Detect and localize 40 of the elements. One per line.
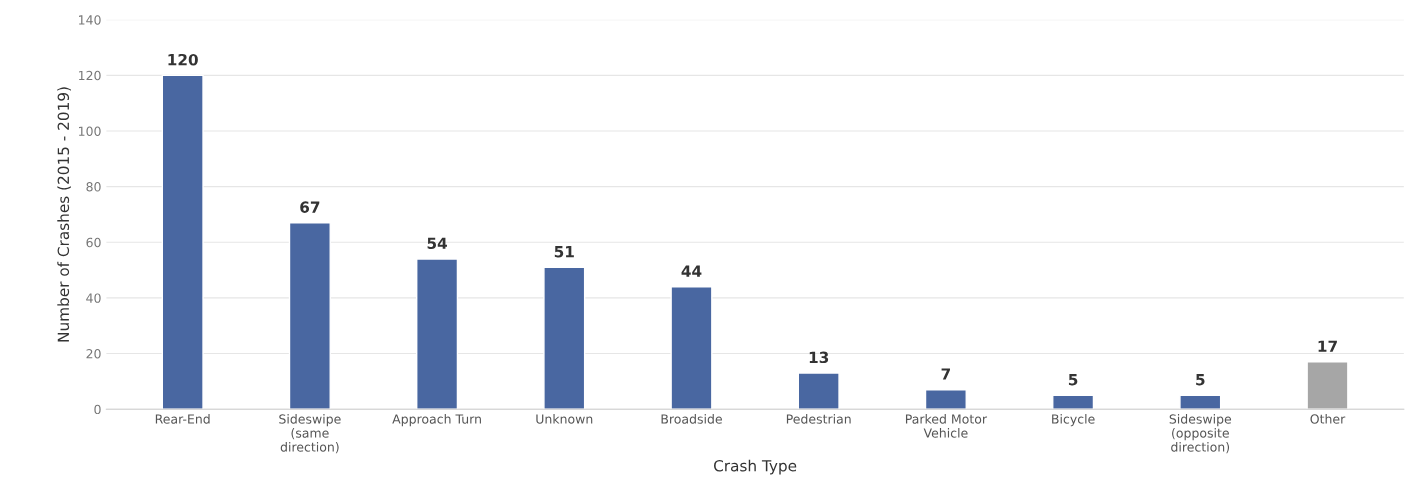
x-tick-label: Unknown — [536, 414, 593, 424]
bar — [161, 74, 204, 410]
bar — [416, 258, 459, 410]
bar — [1052, 394, 1095, 410]
y-tick-label: 120 — [79, 70, 101, 81]
data-label: 51 — [554, 246, 574, 258]
x-tick-label: Parked Motor Vehicle — [905, 414, 988, 438]
y-tick-label: 0 — [94, 404, 101, 415]
data-label: 13 — [809, 351, 829, 364]
data-label: 5 — [1196, 374, 1205, 386]
y-tick-label: 20 — [86, 349, 101, 359]
y-axis-title: Number of Crashes (2015 - 2019) — [57, 87, 71, 342]
x-tick-label: Sideswipe (opposite direction) — [1169, 414, 1232, 454]
x-axis-title: Crash Type — [713, 459, 797, 475]
bar — [288, 222, 331, 410]
bar — [797, 372, 840, 410]
data-label: 67 — [300, 201, 320, 213]
y-tick-label: 40 — [86, 293, 101, 303]
bar — [543, 266, 586, 410]
data-label: 120 — [168, 53, 198, 66]
x-tick-label: Approach Turn — [392, 414, 481, 427]
x-tick-label: Broadside — [661, 414, 722, 424]
data-label: 17 — [1318, 340, 1337, 352]
y-tick-label: 60 — [86, 237, 101, 248]
x-tick-label: Pedestrian — [786, 414, 851, 424]
y-tick-label: 80 — [86, 182, 101, 192]
data-label: 54 — [427, 237, 448, 250]
y-tick-label: 140 — [79, 15, 101, 25]
bar — [1179, 394, 1222, 410]
data-label: 44 — [681, 265, 702, 277]
y-tick-label: 100 — [79, 126, 101, 136]
x-tick-label: Rear-End — [155, 414, 210, 424]
x-tick-label: Sideswipe (same direction) — [279, 414, 341, 454]
bar — [924, 389, 967, 410]
x-tick-label: Bicycle — [1052, 414, 1095, 427]
data-label: 5 — [1068, 374, 1078, 386]
x-tick-label: Other — [1310, 414, 1346, 424]
bar — [670, 286, 713, 410]
data-label: 7 — [941, 368, 950, 380]
bar — [1306, 361, 1349, 410]
